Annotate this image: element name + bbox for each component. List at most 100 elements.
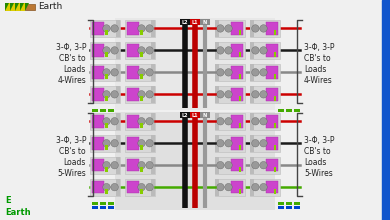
Circle shape [225, 161, 232, 169]
Bar [100, 202, 106, 205]
Bar [128, 88, 139, 101]
Bar [151, 157, 155, 174]
Bar [239, 167, 241, 172]
Bar [231, 88, 243, 101]
Bar [140, 74, 143, 79]
Bar [250, 113, 254, 130]
Bar [231, 44, 243, 57]
Bar [128, 22, 139, 35]
Bar [125, 64, 155, 81]
Bar [286, 202, 292, 205]
Bar [231, 137, 243, 150]
Bar [125, 113, 155, 130]
Polygon shape [20, 3, 24, 11]
Circle shape [225, 183, 232, 191]
Circle shape [111, 117, 118, 125]
Bar [239, 123, 241, 128]
Bar [92, 137, 104, 150]
Bar [92, 44, 104, 57]
Bar [90, 113, 120, 130]
Text: N: N [203, 113, 207, 118]
Circle shape [146, 69, 153, 76]
Bar [108, 202, 114, 205]
Bar [273, 123, 276, 128]
Bar [140, 167, 143, 172]
Bar [105, 145, 108, 150]
Polygon shape [5, 3, 9, 11]
Bar [231, 22, 243, 35]
Circle shape [225, 25, 232, 32]
Circle shape [252, 139, 259, 147]
Bar [105, 96, 108, 101]
Bar [128, 181, 139, 193]
Bar [266, 115, 278, 128]
Circle shape [252, 47, 259, 54]
Bar [151, 86, 155, 103]
Text: 3-Φ, 3-P
CB's to
Loads
5-Wires: 3-Φ, 3-P CB's to Loads 5-Wires [55, 136, 86, 178]
Bar [250, 42, 280, 59]
Bar [250, 179, 254, 196]
Bar [215, 86, 245, 103]
Circle shape [103, 117, 110, 125]
Bar [125, 42, 155, 59]
Bar [215, 157, 219, 174]
Circle shape [252, 69, 259, 76]
Circle shape [260, 139, 267, 147]
Text: L1: L1 [192, 113, 198, 118]
Bar [140, 52, 143, 57]
Bar [116, 86, 120, 103]
Circle shape [103, 139, 110, 147]
Circle shape [217, 183, 224, 191]
Bar [105, 74, 108, 79]
Bar [92, 181, 104, 193]
Bar [116, 135, 120, 152]
Circle shape [252, 117, 259, 125]
Bar [116, 113, 120, 130]
Bar [286, 206, 292, 209]
Circle shape [146, 183, 153, 191]
Bar [116, 42, 120, 59]
Bar [250, 86, 280, 103]
Bar [151, 135, 155, 152]
Bar [105, 52, 108, 57]
Circle shape [260, 161, 267, 169]
Bar [239, 145, 241, 150]
Bar [239, 189, 241, 194]
Bar [116, 20, 120, 37]
Bar [286, 109, 292, 112]
Bar [215, 20, 245, 37]
Circle shape [103, 25, 110, 32]
Bar [215, 64, 245, 81]
Bar [215, 113, 219, 130]
Circle shape [146, 25, 153, 32]
Bar [140, 145, 143, 150]
Bar [200, 19, 210, 25]
Bar [116, 179, 120, 196]
Circle shape [252, 161, 259, 169]
Bar [115, 18, 275, 110]
Bar [382, 0, 390, 220]
Circle shape [260, 25, 267, 32]
Bar [90, 135, 120, 152]
Bar [239, 96, 241, 101]
Text: E
Earth: E Earth [5, 196, 31, 217]
Bar [215, 179, 219, 196]
Circle shape [252, 91, 259, 98]
Circle shape [103, 69, 110, 76]
Bar [116, 64, 120, 81]
Bar [250, 20, 280, 37]
Circle shape [146, 117, 153, 125]
Bar [278, 202, 284, 205]
Circle shape [146, 139, 153, 147]
Bar [215, 20, 219, 37]
Bar [250, 64, 254, 81]
Bar [108, 206, 114, 209]
Circle shape [225, 47, 232, 54]
Circle shape [103, 183, 110, 191]
Bar [180, 19, 190, 25]
Bar [128, 159, 139, 171]
Bar [92, 159, 104, 171]
Bar [278, 206, 284, 209]
Bar [294, 109, 300, 112]
Bar [92, 66, 104, 79]
